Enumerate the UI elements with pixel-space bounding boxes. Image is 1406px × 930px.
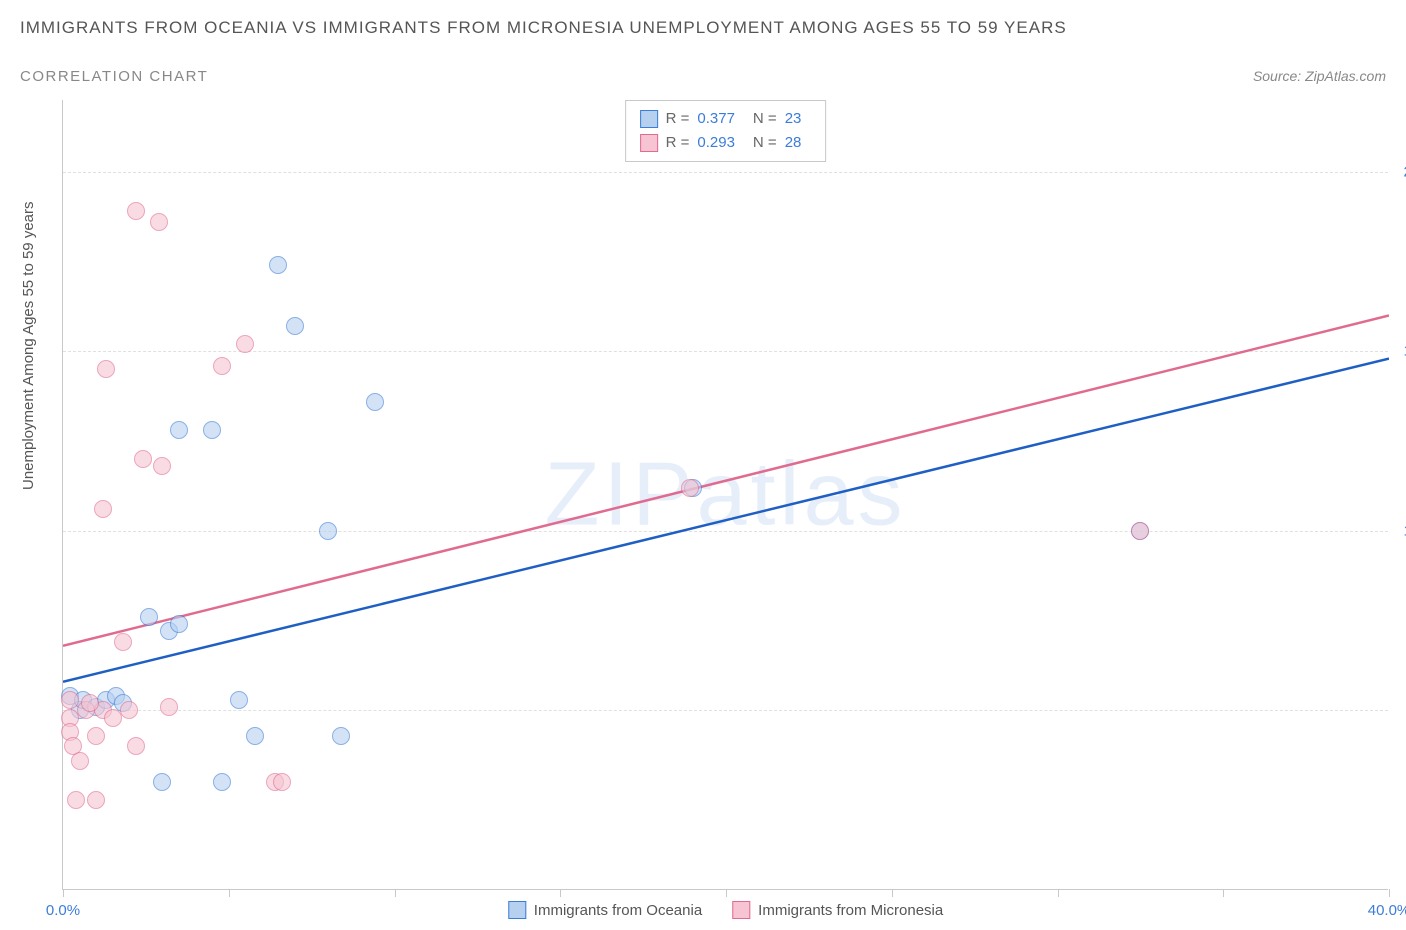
- r-value-micronesia: 0.293: [697, 131, 735, 155]
- data-point: [87, 791, 105, 809]
- data-point: [1131, 522, 1149, 540]
- data-point: [127, 737, 145, 755]
- n-value-micronesia: 28: [785, 131, 802, 155]
- r-label: R =: [666, 131, 690, 155]
- data-point: [61, 691, 79, 709]
- page-title: IMMIGRANTS FROM OCEANIA VS IMMIGRANTS FR…: [20, 18, 1067, 38]
- data-point: [269, 256, 287, 274]
- data-point: [114, 633, 132, 651]
- data-point: [160, 698, 178, 716]
- r-value-oceania: 0.377: [697, 107, 735, 131]
- data-point: [127, 202, 145, 220]
- data-point: [332, 727, 350, 745]
- plot-area: ZIPatlas 5.0%10.0%15.0%20.0% 0.0%40.0% R…: [62, 100, 1388, 890]
- stats-row-oceania: R = 0.377 N = 23: [640, 107, 812, 131]
- data-point: [71, 752, 89, 770]
- data-point: [230, 691, 248, 709]
- data-point: [366, 393, 384, 411]
- data-point: [87, 727, 105, 745]
- data-point: [273, 773, 291, 791]
- data-point: [140, 608, 158, 626]
- data-point: [170, 421, 188, 439]
- data-point: [134, 450, 152, 468]
- x-tick-label: 0.0%: [46, 902, 80, 919]
- stats-legend: R = 0.377 N = 23 R = 0.293 N = 28: [625, 100, 827, 162]
- data-point: [153, 457, 171, 475]
- data-point: [203, 421, 221, 439]
- data-point: [681, 479, 699, 497]
- n-value-oceania: 23: [785, 107, 802, 131]
- y-axis-label: Unemployment Among Ages 55 to 59 years: [20, 201, 37, 490]
- data-point: [104, 709, 122, 727]
- data-point: [67, 791, 85, 809]
- data-point: [94, 500, 112, 518]
- source-label: Source:: [1253, 68, 1301, 84]
- source-name: ZipAtlas.com: [1305, 68, 1386, 84]
- series-legend: Immigrants from Oceania Immigrants from …: [508, 901, 943, 919]
- legend-label-micronesia: Immigrants from Micronesia: [758, 902, 943, 919]
- data-point: [97, 360, 115, 378]
- legend-label-oceania: Immigrants from Oceania: [534, 902, 702, 919]
- data-point: [81, 694, 99, 712]
- n-label: N =: [753, 131, 777, 155]
- swatch-micronesia: [640, 134, 658, 152]
- scatter-points: [63, 100, 1388, 889]
- data-point: [319, 522, 337, 540]
- legend-item-micronesia: Immigrants from Micronesia: [732, 901, 943, 919]
- data-point: [120, 701, 138, 719]
- n-label: N =: [753, 107, 777, 131]
- data-point: [213, 773, 231, 791]
- data-point: [213, 357, 231, 375]
- correlation-chart: ZIPatlas 5.0%10.0%15.0%20.0% 0.0%40.0% R…: [62, 100, 1388, 890]
- swatch-oceania: [640, 110, 658, 128]
- swatch-micronesia: [732, 901, 750, 919]
- x-tick-label: 40.0%: [1368, 902, 1406, 919]
- data-point: [236, 335, 254, 353]
- swatch-oceania: [508, 901, 526, 919]
- source-credit: Source: ZipAtlas.com: [1253, 68, 1386, 84]
- data-point: [153, 773, 171, 791]
- stats-row-micronesia: R = 0.293 N = 28: [640, 131, 812, 155]
- chart-subtitle: CORRELATION CHART: [20, 68, 208, 85]
- legend-item-oceania: Immigrants from Oceania: [508, 901, 702, 919]
- r-label: R =: [666, 107, 690, 131]
- data-point: [286, 317, 304, 335]
- data-point: [246, 727, 264, 745]
- data-point: [150, 213, 168, 231]
- data-point: [170, 615, 188, 633]
